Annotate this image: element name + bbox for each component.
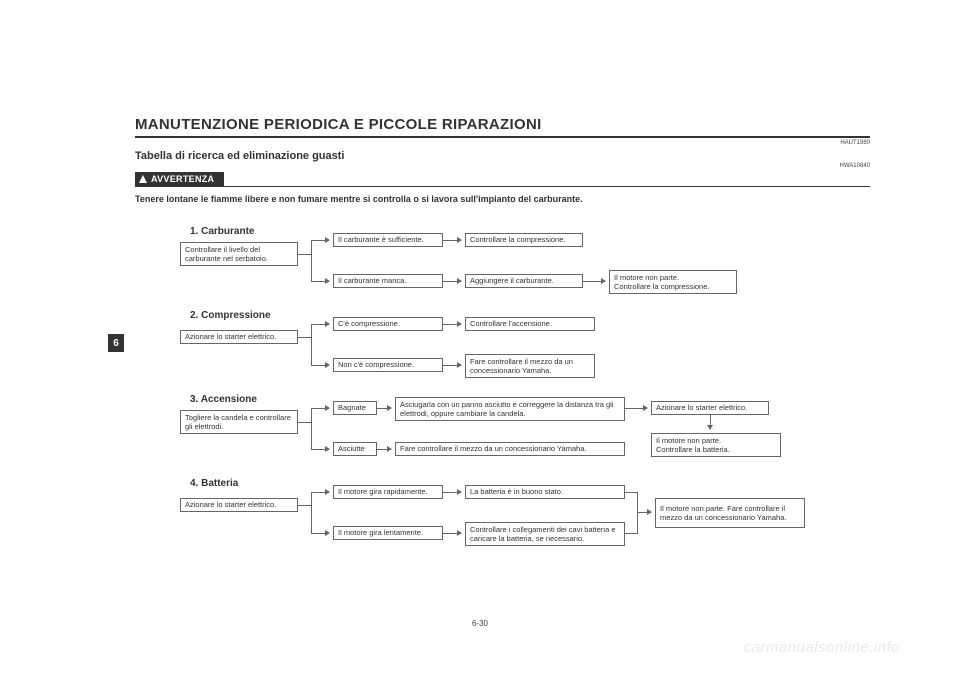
doc-code-1: HAUT1980 bbox=[840, 140, 870, 146]
s3-result-b: Il motore non parte. Controllare la batt… bbox=[651, 433, 781, 457]
s4-start: Azionare lo starter elettrico. bbox=[180, 498, 298, 512]
arrow bbox=[583, 281, 605, 282]
arrow bbox=[637, 512, 651, 513]
arrow bbox=[443, 533, 461, 534]
arrow bbox=[311, 533, 329, 534]
connector bbox=[625, 492, 637, 493]
arrow bbox=[311, 281, 329, 282]
s3-b2-action: Fare controllare il mezzo da un concessi… bbox=[395, 442, 625, 456]
s3-b2-cond: Asciutte bbox=[333, 442, 377, 456]
warning-badge: AVVERTENZA bbox=[135, 172, 224, 186]
s3-result-a: Azionare lo starter elettrico. bbox=[651, 401, 769, 415]
arrow bbox=[377, 408, 391, 409]
s3-b1-action: Asciugarla con un panno asciutto e corre… bbox=[395, 397, 625, 421]
arrow bbox=[311, 324, 329, 325]
page-title: MANUTENZIONE PERIODICA E PICCOLE RIPARAZ… bbox=[135, 116, 542, 133]
arrow bbox=[377, 449, 391, 450]
connector bbox=[311, 240, 312, 282]
page-subtitle: Tabella di ricerca ed eliminazione guast… bbox=[135, 150, 344, 162]
arrow bbox=[311, 449, 329, 450]
s1-b1-action: Controllare la compressione. bbox=[465, 233, 583, 247]
s1-b2-action: Aggiungere il carburante. bbox=[465, 274, 583, 288]
connector bbox=[298, 337, 311, 338]
arrow bbox=[311, 365, 329, 366]
arrow bbox=[443, 281, 461, 282]
arrow bbox=[443, 240, 461, 241]
s1-b1-cond: Il carburante è sufficiente. bbox=[333, 233, 443, 247]
section-1: 1. Carburante bbox=[190, 226, 254, 237]
warning-label: AVVERTENZA bbox=[151, 174, 214, 184]
s2-b2-action: Fare controllare il mezzo da un concessi… bbox=[465, 354, 595, 378]
arrow bbox=[443, 365, 461, 366]
s1-result: Il motore non parte. Controllare la comp… bbox=[609, 270, 737, 294]
connector bbox=[637, 492, 638, 534]
s1-b2-cond: Il carburante manca. bbox=[333, 274, 443, 288]
page-number: 6-30 bbox=[0, 619, 960, 628]
section-title: 2. Compressione bbox=[190, 310, 271, 321]
s2-b2-cond: Non c'è compressione. bbox=[333, 358, 443, 372]
arrow bbox=[311, 240, 329, 241]
arrow bbox=[311, 408, 329, 409]
manual-page: MANUTENZIONE PERIODICA E PICCOLE RIPARAZ… bbox=[0, 0, 960, 678]
watermark: carmanualsonline.info bbox=[744, 639, 900, 656]
connector bbox=[311, 324, 312, 366]
connector bbox=[298, 422, 311, 423]
section-title: 4. Batteria bbox=[190, 478, 238, 489]
arrow bbox=[443, 492, 461, 493]
connector bbox=[298, 505, 311, 506]
section-title: 3. Accensione bbox=[190, 394, 257, 405]
warning-row: AVVERTENZA bbox=[135, 173, 870, 187]
s2-start: Azionare lo starter elettrico. bbox=[180, 330, 298, 344]
section-3: 3. Accensione bbox=[190, 394, 257, 405]
connector bbox=[311, 492, 312, 534]
arrow bbox=[443, 324, 461, 325]
s2-b1-cond: C'è compressione. bbox=[333, 317, 443, 331]
s4-b1-action: La batteria è in buono stato. bbox=[465, 485, 625, 499]
chapter-tab: 6 bbox=[108, 334, 124, 352]
s4-b1-cond: Il motore gira rapidamente. bbox=[333, 485, 443, 499]
section-4: 4. Batteria bbox=[190, 478, 238, 489]
s4-result: Il motore non parte. Fare controllare il… bbox=[655, 498, 805, 528]
warning-note: Tenere lontane le fiamme libere e non fu… bbox=[135, 194, 583, 204]
s4-b2-cond: Il motore gira lentamente. bbox=[333, 526, 443, 540]
arrow bbox=[710, 415, 711, 429]
s4-b2-action: Controllare i collegamenti dei cavi batt… bbox=[465, 522, 625, 546]
s3-start: Togliere la candela e controllare gli el… bbox=[180, 410, 298, 434]
connector bbox=[298, 254, 311, 255]
connector bbox=[311, 408, 312, 450]
section-2: 2. Compressione bbox=[190, 310, 271, 321]
title-row: MANUTENZIONE PERIODICA E PICCOLE RIPARAZ… bbox=[135, 116, 870, 138]
arrow bbox=[311, 492, 329, 493]
doc-code-2: HWA10840 bbox=[840, 163, 870, 169]
section-title: 1. Carburante bbox=[190, 226, 254, 237]
s2-b1-action: Controllare l'accensione. bbox=[465, 317, 595, 331]
s1-start: Controllare il livello del carburante ne… bbox=[180, 242, 298, 266]
s3-b1-cond: Bagnate bbox=[333, 401, 377, 415]
connector bbox=[625, 533, 637, 534]
warning-triangle-icon bbox=[139, 175, 147, 183]
arrow bbox=[625, 408, 647, 409]
